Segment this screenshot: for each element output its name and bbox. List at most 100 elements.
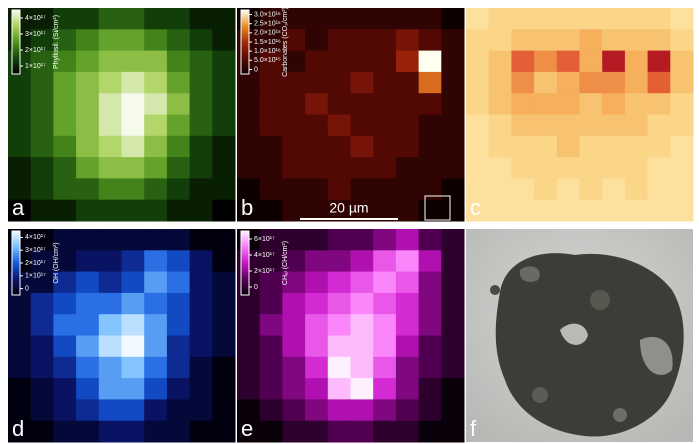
heatmap-cell [602, 8, 626, 30]
heatmap-cell [121, 292, 145, 315]
panel-label: f [470, 416, 477, 441]
heatmap-cell [212, 114, 236, 137]
heatmap-cell [189, 250, 213, 273]
heatmap-cell [488, 8, 512, 30]
heatmap-cell [259, 135, 283, 158]
heatmap-cell [76, 71, 100, 94]
heatmap-cell [76, 93, 100, 115]
heatmap-cell [305, 356, 329, 379]
colorbar-tick-label: 0 [254, 66, 258, 73]
heatmap-cell [237, 292, 261, 315]
heatmap-cell [466, 29, 490, 52]
heatmap-cell [76, 29, 100, 52]
colorbar-tick-label: 0 [254, 284, 258, 291]
panel-label: a [12, 195, 25, 220]
heatmap-cell [579, 71, 603, 94]
heatmap-cell [350, 114, 374, 137]
heatmap-cell [237, 157, 261, 179]
heatmap-cell [144, 250, 168, 273]
heatmap-cell [121, 8, 145, 30]
heatmap-cell [30, 314, 54, 336]
heatmap-cell [237, 71, 261, 94]
heatmap-cell [98, 157, 122, 179]
colorbar-tick-label: 3×10¹⁷ [25, 31, 46, 38]
heatmap-cell [30, 135, 54, 158]
heatmap-cell [282, 378, 306, 400]
heatmap-cell [166, 135, 191, 158]
heatmap-cell [350, 8, 374, 30]
heatmap [237, 229, 465, 443]
heatmap-cell [466, 135, 490, 158]
colorbar-tick-label: 6×10¹⁷ [254, 236, 275, 243]
colorbar-tick-label: 3.0×10¹⁶ [254, 11, 281, 18]
heatmap-cell [53, 250, 77, 273]
heatmap-cell [259, 399, 283, 422]
colorbar-tick-label: 1.5×10¹⁶ [254, 39, 281, 46]
heatmap-cell [53, 50, 77, 73]
heatmap-cell [144, 420, 168, 443]
heatmap-cell [259, 157, 283, 179]
heatmap [237, 8, 465, 222]
heatmap-cell [305, 29, 329, 52]
heatmap-cell [8, 378, 32, 400]
heatmap-cell [76, 199, 100, 222]
heatmap-cell [373, 335, 397, 358]
heatmap-cell [670, 29, 694, 52]
heatmap-cell [395, 93, 420, 115]
heatmap-cell [53, 378, 77, 400]
heatmap-cell [30, 356, 54, 379]
heatmap-cell [350, 199, 374, 222]
heatmap-cell [259, 292, 283, 315]
heatmap-cell [166, 292, 191, 315]
heatmap-cell [327, 271, 351, 294]
heatmap-cell [121, 71, 145, 94]
heatmap-cell [76, 229, 100, 251]
heatmap-cell [53, 8, 77, 30]
heatmap-cell [534, 93, 558, 115]
heatmap-cell [488, 157, 512, 179]
heatmap-cell [624, 114, 649, 137]
heatmap-cell [237, 314, 261, 336]
heatmap-cell [282, 135, 306, 158]
heatmap-cell [237, 420, 261, 443]
heatmap-cell [327, 114, 351, 137]
heatmap-cell [121, 271, 145, 294]
heatmap-cell [305, 271, 329, 294]
heatmap-cell [8, 114, 32, 137]
heatmap-cell [8, 292, 32, 315]
heatmap-cell [647, 71, 671, 94]
heatmap-cell [282, 292, 306, 315]
heatmap-cell [237, 114, 261, 137]
heatmap-cell [189, 292, 213, 315]
colorbar-tick-label: 1×10¹⁷ [25, 273, 46, 280]
colorbar-tick-label: 0 [25, 285, 29, 292]
heatmap-cell [189, 114, 213, 137]
heatmap-cell [166, 157, 191, 179]
heatmap-cell [511, 29, 535, 52]
colorbar-tick-label: 1×10¹⁷ [25, 63, 46, 70]
heatmap-cell [76, 420, 100, 443]
heatmap-cell [189, 420, 213, 443]
heatmap-cell [395, 157, 420, 179]
heatmap-cell [30, 292, 54, 315]
heatmap-cell [511, 50, 535, 73]
heatmap-cell [282, 29, 306, 52]
heatmap-cell [418, 114, 442, 137]
heatmap-cell [212, 420, 236, 443]
heatmap-cell [282, 157, 306, 179]
heatmap-cell [488, 114, 512, 137]
heatmap-cell [418, 356, 442, 379]
heatmap-cell [373, 420, 397, 443]
heatmap-cell [53, 399, 77, 422]
heatmap-cell [237, 399, 261, 422]
heatmap-cell [441, 250, 465, 273]
heatmap-cell [373, 271, 397, 294]
heatmap-cell [395, 399, 420, 422]
heatmap-cell [350, 250, 374, 273]
heatmap-cell [305, 229, 329, 251]
heatmap-cell [237, 199, 261, 222]
heatmap-cell [259, 50, 283, 73]
heatmap-cell [121, 135, 145, 158]
heatmap-cell [166, 199, 191, 222]
heatmap-cell [144, 335, 168, 358]
